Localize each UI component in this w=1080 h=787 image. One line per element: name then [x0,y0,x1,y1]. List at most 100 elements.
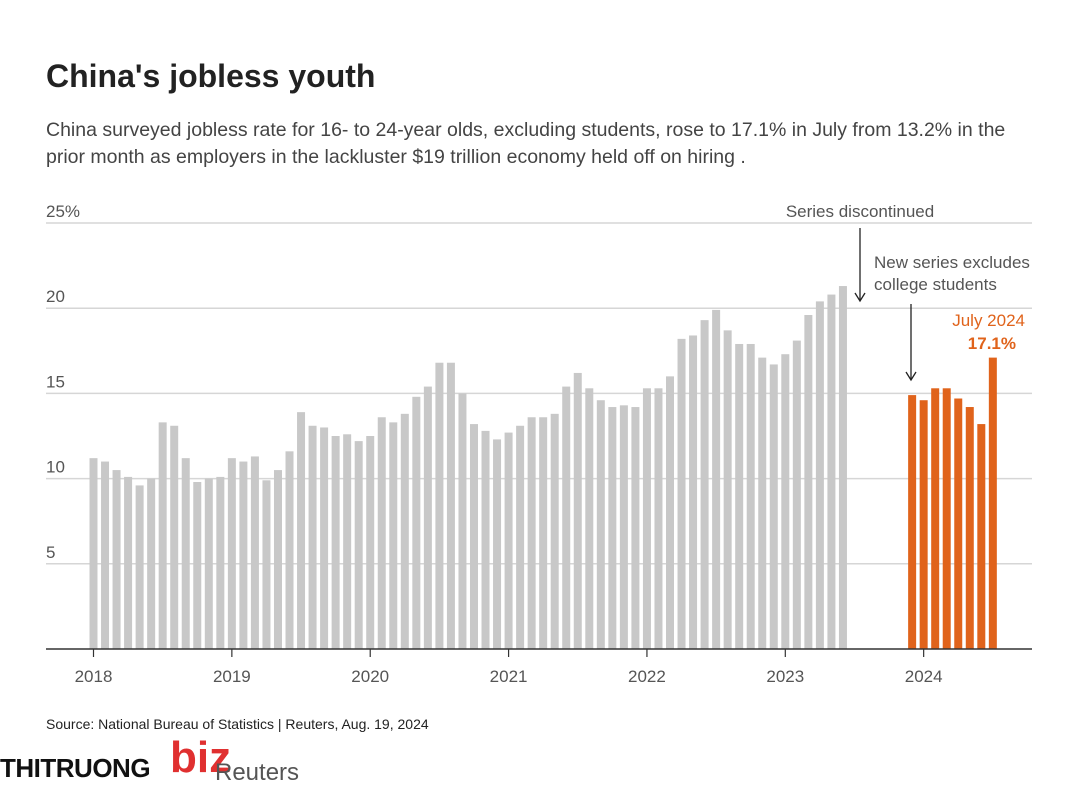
x-tick-label: 2020 [351,667,389,686]
y-tick-label: 15 [46,372,65,391]
bar-old-series [285,451,294,649]
chart-title: China's jobless youth [46,58,376,94]
bars-new-series [908,357,997,649]
bar-old-series [343,434,352,649]
bar-old-series [412,396,421,649]
bar-old-series [320,427,329,649]
bar-old-series [331,436,340,649]
source-note: Source: National Bureau of Statistics | … [46,716,429,732]
bar-old-series [216,476,225,649]
bar-old-series [677,338,686,649]
y-tick-label: 10 [46,458,65,477]
bar-old-series [550,413,559,649]
bar-old-series [250,456,259,649]
watermark-overlay: Reuters [215,759,300,786]
bar-old-series [354,441,363,649]
bar-old-series [562,386,571,649]
bar-old-series [792,340,801,649]
bar-new-series [988,357,997,649]
bar-new-series [942,388,951,649]
x-tick-label: 2022 [628,667,666,686]
bar-old-series [377,417,386,649]
bar-old-series [193,482,202,649]
chart-subtitle: China surveyed jobless rate for 16- to 2… [46,119,1006,168]
x-tick-label: 2021 [490,667,528,686]
bar-old-series [804,315,813,649]
bar-old-series [158,422,167,649]
bar-old-series [481,430,490,649]
bar-old-series [654,388,663,649]
bar-old-series [585,388,594,649]
bar-old-series [273,470,282,649]
bar-old-series [435,362,444,649]
bar-old-series [170,425,179,649]
arrow-new-series-head [905,371,917,382]
bar-old-series [446,362,455,649]
bar-old-series [101,461,110,649]
bar-old-series [631,407,640,649]
bar-old-series [135,485,144,649]
bar-old-series [124,476,133,649]
x-tick-label: 2019 [213,667,251,686]
bar-old-series [366,436,375,649]
bar-old-series [642,388,651,649]
watermark-accent: biz [170,733,232,782]
annotation-new-series-2: college students [874,275,997,294]
bar-old-series [504,432,513,649]
bar-old-series [469,424,478,649]
bar-new-series [919,400,928,649]
bar-old-series [493,439,502,649]
bar-old-series [297,412,306,649]
watermark-logo: THITRUONG biz Reuters [0,733,299,786]
annotation-latest-value: 17.1% [968,334,1016,353]
grid-lines: 5 10 15 20 25% [46,202,1032,565]
bar-old-series [781,354,790,649]
bar-old-series [308,425,317,649]
annotation-latest-month: July 2024 [952,311,1025,330]
bar-new-series [954,398,963,649]
bar-old-series [573,372,582,649]
bar-old-series [700,320,709,649]
bar-old-series [262,480,271,649]
bar-old-series [204,478,213,649]
bar-old-series [619,405,628,649]
y-tick-label: 5 [46,543,55,562]
bar-old-series [827,294,836,649]
bar-old-series [239,461,248,649]
annotation-series-discontinued: Series discontinued [786,202,934,221]
bar-old-series [758,357,767,649]
annotations: Series discontinued New series excludes … [786,202,1030,382]
bar-old-series [89,458,98,649]
bar-new-series [977,424,986,649]
bar-old-series [147,478,156,649]
bar-old-series [666,376,674,649]
bar-old-series [746,343,755,649]
bar-old-series [458,393,467,649]
bar-old-series [112,470,121,649]
bar-new-series [965,407,974,649]
watermark-text: THITRUONG [0,753,151,783]
arrow-discontinued-head [854,292,866,303]
x-tick-label: 2024 [905,667,943,686]
annotation-new-series-1: New series excludes [874,253,1030,272]
bar-old-series [712,309,721,649]
bar-old-series [723,330,732,649]
x-tick-label: 2018 [75,667,113,686]
bar-old-series [516,425,525,649]
bar-old-series [400,413,409,649]
y-tick-label: 25% [46,202,80,221]
bar-new-series [931,388,940,649]
axes: 2018 2019 2020 2021 2022 2023 2024 [46,648,1032,686]
bar-old-series [596,400,605,649]
bar-old-series [838,286,847,649]
bar-old-series [815,301,824,649]
bar-old-series [423,386,432,649]
bar-old-series [181,458,190,649]
bar-old-series [527,417,536,649]
bar-old-series [735,343,744,649]
bar-old-series [539,417,548,649]
bar-old-series [227,458,236,649]
bar-old-series [608,407,617,649]
y-tick-label: 20 [46,287,65,306]
